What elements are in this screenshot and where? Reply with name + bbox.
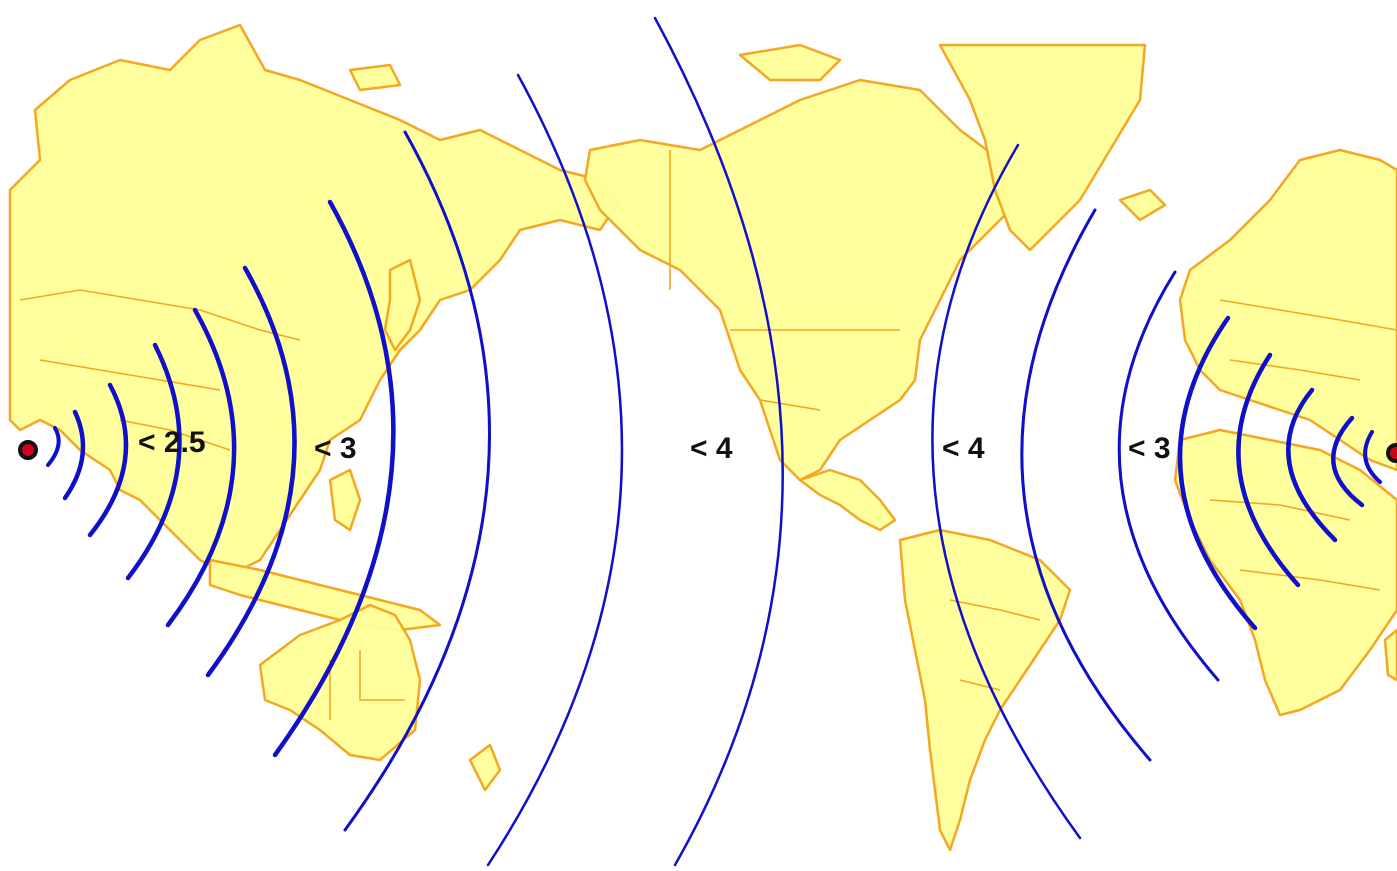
land-new-zealand (468, 743, 502, 792)
wavefront-arc (205, 265, 297, 678)
country-borders (19, 150, 1397, 720)
epicenter-marker (1386, 443, 1397, 463)
epicenter-right (1386, 443, 1397, 463)
wavefront-arc (931, 143, 1082, 840)
label-center-right: < 4 (942, 432, 985, 465)
land-greenland (938, 43, 1147, 252)
land-japan (383, 258, 422, 352)
wavefront-arc (1020, 208, 1152, 762)
wavefront-arc (1286, 387, 1338, 543)
land-central-america (798, 468, 897, 532)
wavefront-arc (1363, 430, 1382, 484)
land-iceland (1118, 188, 1167, 222)
land-madagascar (1383, 628, 1397, 682)
land-north-america (583, 78, 1012, 482)
wavefront-arc (125, 342, 182, 581)
land-philippines (328, 468, 362, 532)
label-center-left: < 4 (690, 432, 733, 465)
wavefronts-left (46, 16, 784, 867)
land-australia (258, 603, 422, 762)
wavefront-arc (87, 382, 129, 538)
land-south-america (898, 528, 1072, 852)
wavefront-arc (62, 409, 86, 501)
wavefront-arc (343, 130, 491, 832)
wavefront-arc (1330, 415, 1365, 508)
wavefront-arc (165, 307, 237, 628)
land-arctic-islands-2 (348, 63, 402, 92)
epicenter-left (18, 440, 38, 460)
land-arctic-islands (738, 43, 842, 82)
wavefront-arc (46, 426, 61, 467)
wavefronts-right (931, 143, 1382, 840)
wavefront-arc (653, 16, 784, 867)
wavefront-arc (1177, 315, 1258, 631)
label-right-outer: < 3 (1128, 432, 1171, 465)
wavefront-arc (272, 199, 396, 758)
wavefront-arc (1117, 270, 1220, 682)
label-left-inner: < 2.5 (138, 426, 206, 459)
wavefront-arc (486, 73, 624, 867)
land-europe (1178, 148, 1397, 472)
label-left-outer: < 3 (314, 432, 357, 465)
land-asia (8, 23, 622, 577)
epicenter-marker (18, 440, 38, 460)
wavefront-arc (1236, 352, 1301, 588)
